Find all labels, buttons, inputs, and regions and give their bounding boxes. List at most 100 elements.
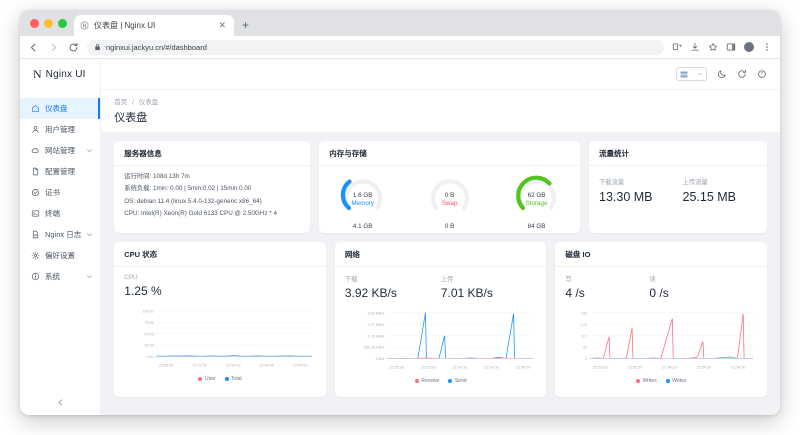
window-traffic-lights: [28, 10, 74, 36]
disk-series-writes-1: [590, 313, 754, 359]
cpu-metric: CPU 1.25 %: [124, 274, 208, 298]
address-bar-url: nginxui.jackyu.cn/#/dashboard: [106, 42, 207, 52]
disk-ytick-2: 117: [582, 334, 588, 338]
maximize-window-button[interactable]: [58, 18, 67, 28]
disk-io-chart: 234 176 117 59 0 22:53:30 22:53:50: [565, 307, 757, 384]
new-tab-button[interactable]: +: [242, 18, 250, 32]
address-bar[interactable]: nginxui.jackyu.cn/#/dashboard: [87, 39, 664, 55]
cpu-ytick-1: 25.00: [145, 344, 154, 348]
legend-item[interactable]: Total: [224, 375, 242, 382]
page-title: 仪表盘: [114, 112, 148, 124]
bookmark-star-icon[interactable]: [708, 42, 718, 52]
legend-item[interactable]: User: [198, 376, 216, 382]
cpu-chart-legend: User Total: [124, 376, 316, 382]
metric-label: 下载流量: [599, 179, 625, 186]
legend-color-dot: [414, 378, 419, 383]
disk-ytick-4: 234: [581, 311, 587, 315]
sidebar-item-dashboard[interactable]: 仪表盘: [20, 98, 101, 119]
card-title: 服务器信息: [124, 149, 162, 158]
sidebar-item-label: Nginx 日志: [45, 230, 82, 239]
legend-label: Writes: [642, 377, 657, 384]
share-icon[interactable]: [672, 42, 682, 52]
sidebar-item-system[interactable]: 系统: [20, 266, 100, 287]
storage-gauge-icon: [515, 175, 556, 210]
disk-xtick-2: 22:54:10: [663, 365, 677, 369]
more-menu-icon[interactable]: [762, 42, 772, 52]
page-viewport: N Nginx UI 仪表盘 用户管理: [20, 59, 780, 415]
sidebar-item-preferences[interactable]: 偏好设置: [20, 245, 100, 266]
legend-item[interactable]: Send: [448, 378, 467, 384]
metric-value: 4 /s: [565, 286, 585, 300]
swap-gauge-icon: [430, 178, 469, 210]
minimize-window-button[interactable]: [44, 18, 53, 28]
cpu-chart: 100.00 75.00 50.00 25.00 0.00 22:53:30: [124, 305, 316, 382]
traffic-upload: 上传流量 25.15 MB: [683, 177, 737, 204]
net-xtick-4: 22:54:50: [516, 365, 530, 369]
profile-avatar-icon[interactable]: [744, 42, 754, 52]
card-title: 网络: [344, 250, 360, 259]
disk-xtick-4: 22:54:50: [732, 365, 746, 369]
refresh-icon[interactable]: [737, 69, 747, 79]
sidebar-item-user-management[interactable]: 用户管理: [20, 119, 100, 140]
file-icon: [32, 167, 39, 176]
memory-gauge-icon: [340, 178, 382, 210]
install-icon[interactable]: [690, 42, 700, 52]
cpu-ytick-3: 75.00: [145, 321, 154, 325]
breadcrumb-home[interactable]: 首页: [114, 99, 128, 106]
moon-icon[interactable]: [717, 69, 727, 79]
legend-color-dot: [665, 378, 670, 383]
gauge-storage: 62 GB Storage 84 GB: [507, 172, 567, 230]
gauge-center: 0 B Swap: [420, 192, 480, 207]
card-title: 磁盘 IO: [565, 250, 591, 259]
legend-item[interactable]: Writes: [665, 377, 687, 384]
language-selector[interactable]: [676, 67, 707, 81]
net-ytick-0: 0 B/s: [376, 357, 385, 361]
disk-ytick-0: 0: [585, 357, 587, 361]
cpu-xtick-0: 22:53:30: [159, 363, 173, 367]
sidebar-item-label: 仪表盘: [45, 104, 68, 113]
sidebar-item-config-management[interactable]: 配置管理: [20, 161, 100, 182]
lock-icon: [95, 43, 100, 51]
legend-item[interactable]: Receive: [414, 378, 439, 384]
browser-tab[interactable]: 仪表盘 | Nginx UI ✕: [74, 15, 234, 36]
sidebar-item-label: 终端: [45, 209, 60, 218]
back-arrow-icon[interactable]: [28, 42, 39, 53]
chevron-down-icon: [87, 275, 93, 279]
server-info-uptime: 运行时间: 108d 13h 7m: [124, 173, 190, 180]
divider: [334, 266, 547, 267]
reload-icon[interactable]: [68, 42, 79, 53]
sidebar: N Nginx UI 仪表盘 用户管理: [20, 59, 102, 415]
metric-value: 1.25 %: [124, 284, 162, 298]
nginx-favicon-icon: [80, 21, 89, 30]
home-icon: [32, 105, 39, 112]
logout-icon[interactable]: [757, 69, 767, 79]
close-window-button[interactable]: [30, 18, 39, 28]
legend-item[interactable]: Writes: [636, 378, 657, 384]
sidebar-item-site-management[interactable]: 网站管理: [20, 140, 100, 161]
metric-label: 下载: [344, 276, 358, 283]
sidebar-item-nginx-logs[interactable]: Nginx 日志: [20, 224, 100, 245]
divider: [114, 165, 311, 166]
user-icon: [32, 126, 39, 133]
cpu-series-total: [156, 355, 313, 357]
sidebar-collapse-button[interactable]: [20, 389, 100, 415]
sidebar-item-label: 网站管理: [45, 146, 75, 155]
close-tab-icon[interactable]: ✕: [218, 20, 226, 30]
net-xtick-0: 22:53:30: [389, 365, 403, 369]
cpu-xtick-2: 22:54:10: [226, 363, 240, 367]
network-download-metric: 下载 3.92 KB/s: [345, 274, 441, 300]
card-server-info: 服务器信息 运行时间: 108d 13h 7m 系统负载: 1min: 0.00…: [114, 141, 311, 233]
log-file-icon: [32, 230, 39, 239]
app-brand[interactable]: N Nginx UI: [20, 59, 100, 90]
sidebar-item-certificate[interactable]: 证书: [20, 182, 100, 203]
cpu-ytick-0: 0.00: [147, 355, 154, 359]
memory-storage-body: 1.6 GB Memory 4.1 GB: [319, 166, 580, 233]
gauge-name: Storage: [525, 199, 548, 207]
legend-label: Total: [231, 375, 242, 382]
divider: [319, 165, 580, 166]
sidebar-item-terminal[interactable]: 终端: [20, 203, 100, 224]
sidepanel-icon[interactable]: [726, 42, 736, 52]
legend-label: Writes: [672, 377, 687, 384]
gauge-used: 1.6 GB: [352, 191, 373, 199]
network-upload-metric: 上传 7.01 KB/s: [441, 274, 525, 300]
